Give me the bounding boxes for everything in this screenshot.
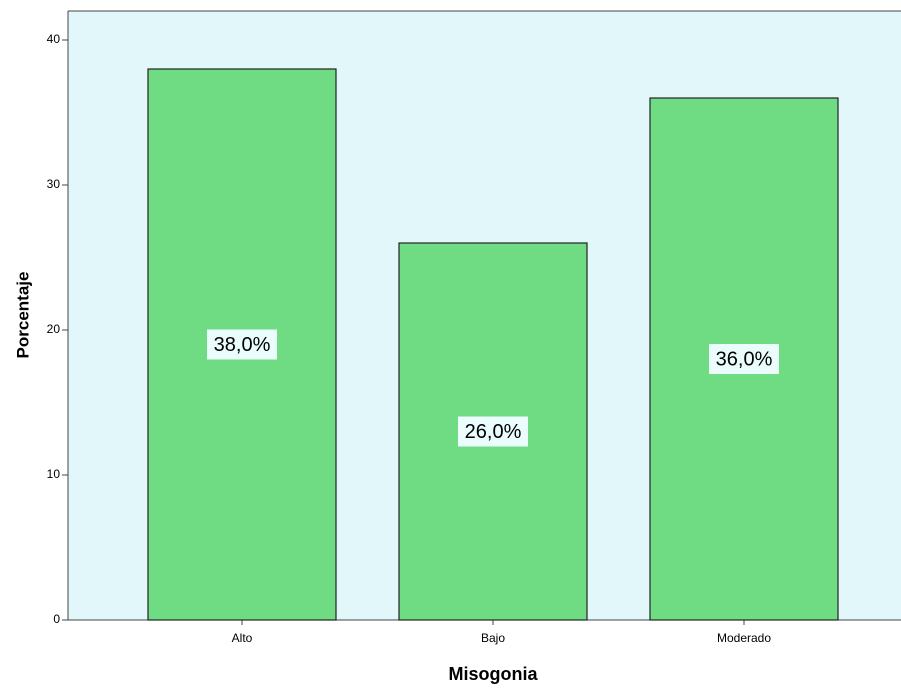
x-tick-label: Bajo [481,631,505,645]
y-tick-label: 40 [47,32,61,46]
y-axis-label: Porcentaje [13,272,32,359]
chart: Porcentaje Misogonia 0 10 20 30 40 Alto 38,0% B… [0,0,901,688]
x-axis-label: Misogonia [449,664,539,684]
y-tick-label: 0 [53,612,60,626]
x-tick-label: Moderado [717,631,771,645]
value-label: 38,0% [214,334,271,356]
x-tick-label: Alto [232,631,253,645]
value-label: 36,0% [716,348,773,370]
y-tick-label: 10 [47,467,61,481]
value-label: 26,0% [465,421,522,443]
page: Porcentaje Misogonia 0 10 20 30 40 Alto 38,0% B… [0,0,901,688]
y-tick-label: 20 [47,322,61,336]
y-tick-label: 30 [47,177,61,191]
